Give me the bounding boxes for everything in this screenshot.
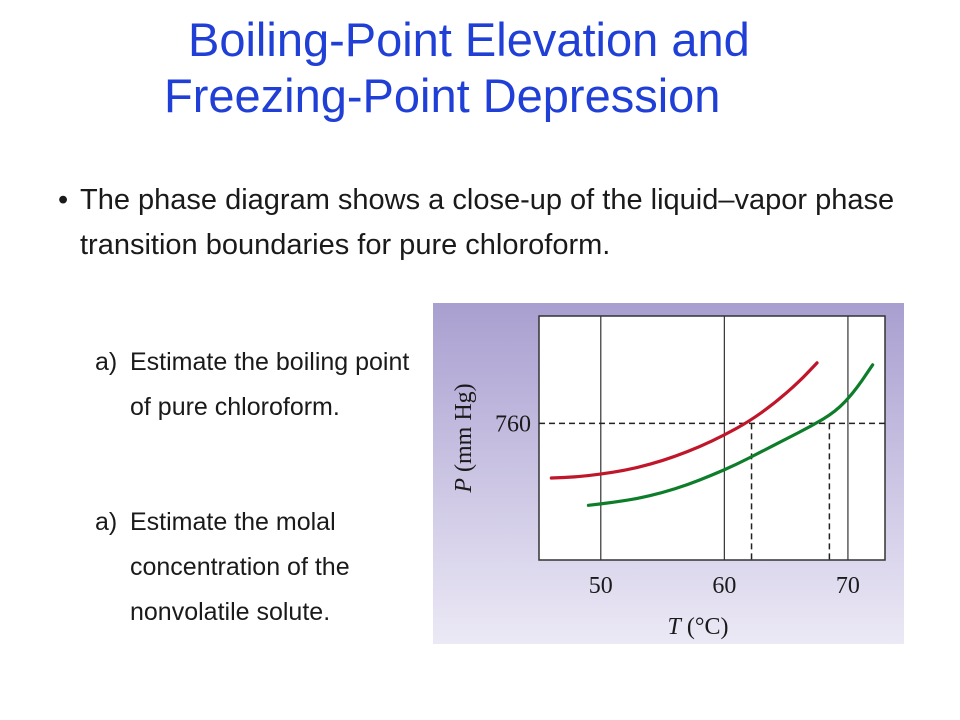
x-tick-label: 60	[712, 573, 736, 599]
tick-labels: 50 60 70 760	[495, 411, 860, 599]
plot-area	[538, 315, 886, 561]
x-axis-label-var: T	[668, 614, 683, 640]
grid-lines	[600, 316, 849, 560]
series-curve	[586, 363, 875, 507]
x-axis-label: T (°C)	[668, 614, 729, 640]
title-line-1: Boiling-Point Elevation and	[188, 13, 750, 66]
question-marker: a)	[95, 348, 118, 376]
bullet-marker: •	[58, 184, 69, 216]
y-axis-label-var: P	[451, 478, 477, 494]
y-axis-label-unit: (mm Hg)	[451, 383, 477, 478]
question-text: Estimate the boiling point of pure chlor…	[130, 348, 410, 421]
reference-lines	[539, 422, 885, 560]
x-tick-label: 70	[836, 573, 860, 599]
title-line-2: Freezing-Point Depression	[164, 69, 721, 122]
series-layer	[549, 361, 875, 507]
chart-svg: 50 60 70 760 T (°C) P (mm Hg)	[433, 303, 904, 644]
x-tick-label: 50	[589, 573, 613, 599]
question-marker: a)	[95, 508, 118, 536]
question-text: Estimate the molal concentration of the …	[130, 508, 350, 626]
bullet-text: The phase diagram shows a close-up of th…	[80, 184, 895, 261]
phase-diagram-chart: 50 60 70 760 T (°C) P (mm Hg)	[433, 303, 904, 644]
series-curve	[549, 361, 819, 480]
y-tick-label: 760	[495, 411, 531, 437]
y-axis-label: P (mm Hg)	[451, 383, 477, 493]
x-axis-label-unit: (°C)	[681, 614, 729, 640]
